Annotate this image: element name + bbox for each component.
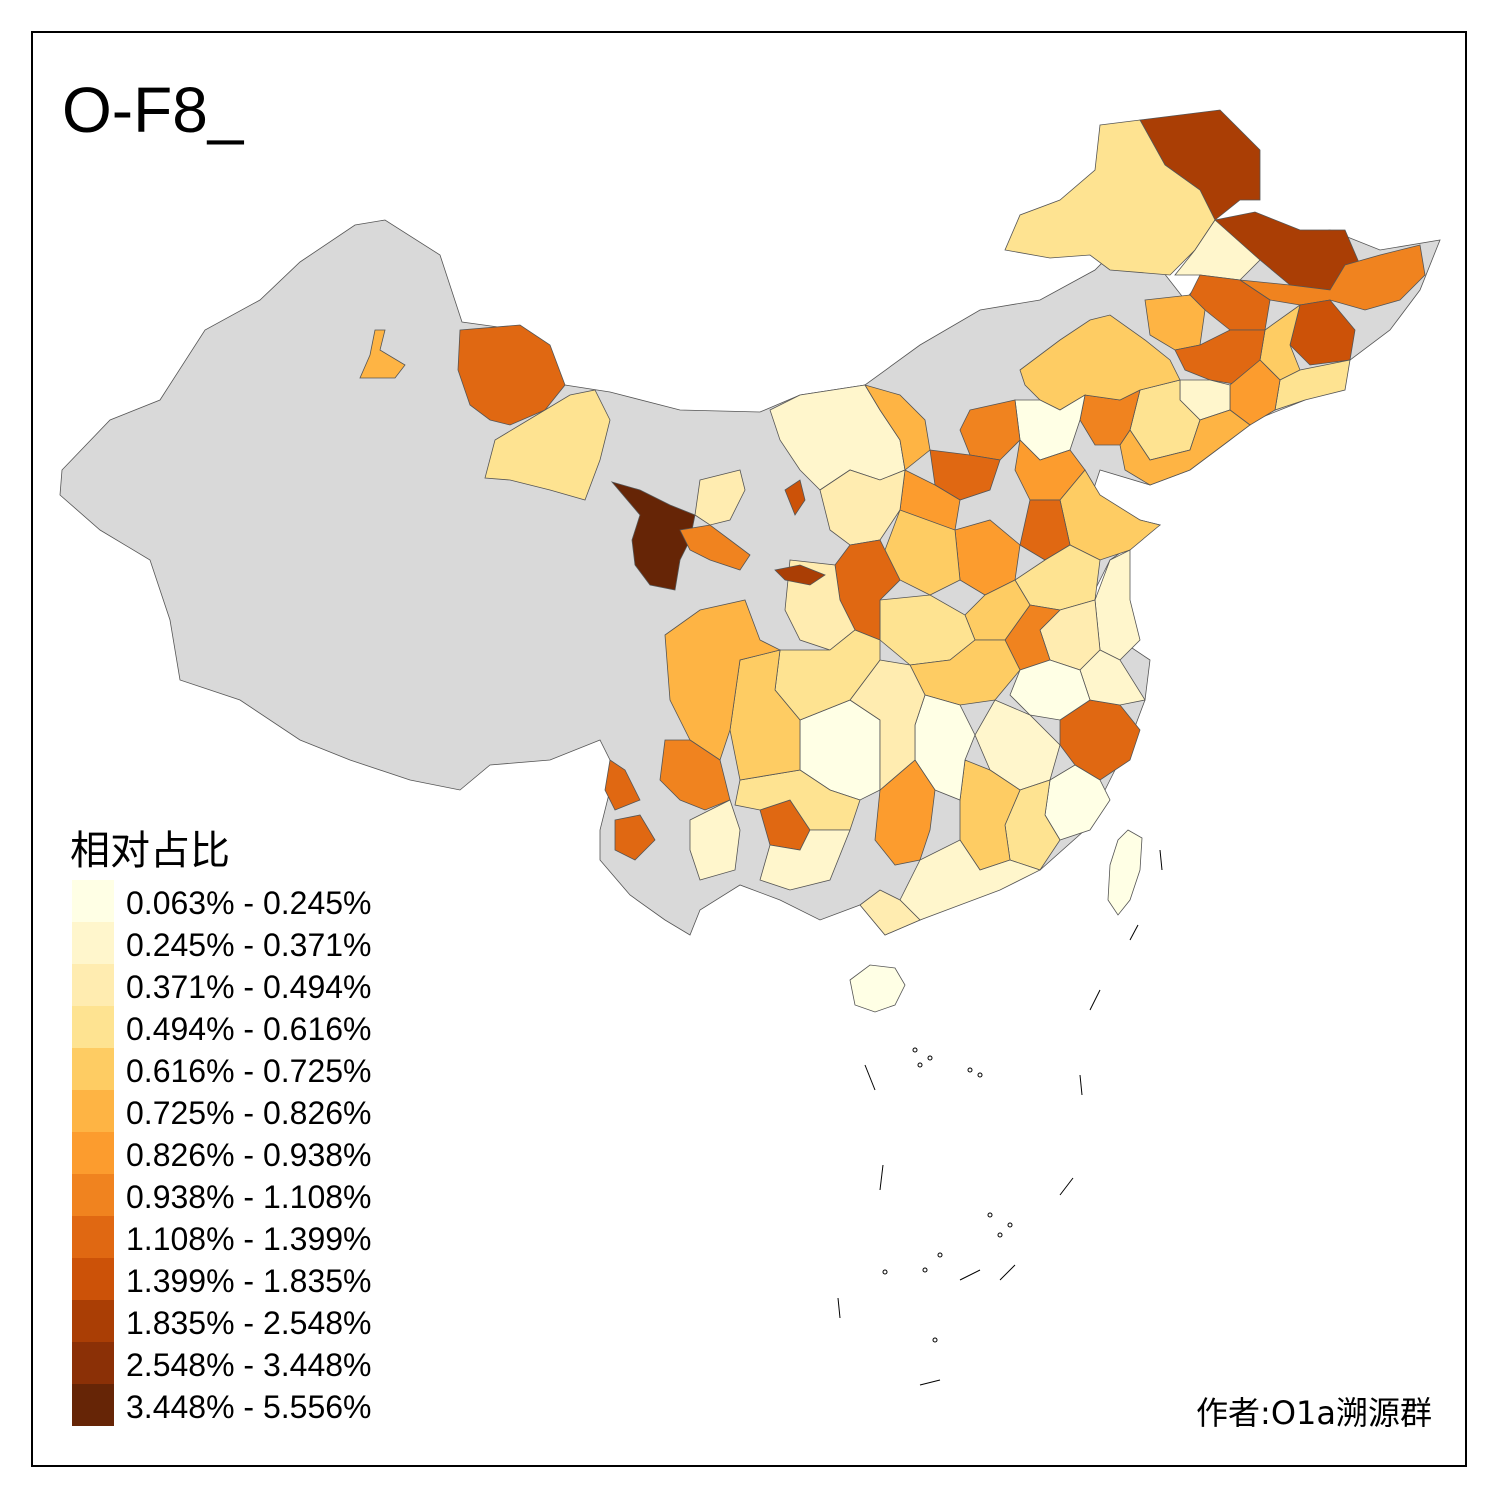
region-guangxi-3 <box>759 829 851 891</box>
legend-swatch <box>72 1090 114 1132</box>
legend-label: 3.448% - 5.556% <box>126 1389 372 1425</box>
legend-swatch <box>72 1048 114 1090</box>
region-sichuan-1 <box>729 649 801 781</box>
legend-title: 相对占比 <box>70 828 230 874</box>
region-qinghai-2 <box>679 524 751 571</box>
legend-swatch <box>72 1132 114 1174</box>
region-altay <box>457 324 566 426</box>
region-yunnan-3 <box>614 814 656 861</box>
legend-swatch <box>72 1216 114 1258</box>
legend-label: 1.835% - 2.548% <box>126 1305 372 1341</box>
legend-swatch <box>72 880 114 922</box>
region-gansu-1 <box>694 469 746 526</box>
region-yunnan-2 <box>604 759 641 811</box>
legend-label: 0.245% - 0.371% <box>126 927 372 963</box>
region-yunnan-1 <box>659 739 731 811</box>
map-title: O-F8_ <box>62 74 244 146</box>
legend-swatch <box>72 1300 114 1342</box>
legend-label: 1.108% - 1.399% <box>126 1221 372 1257</box>
legend-label: 0.063% - 0.245% <box>126 885 372 921</box>
legend-label: 0.725% - 0.826% <box>126 1095 372 1131</box>
legend-swatch <box>72 964 114 1006</box>
legend-label: 0.371% - 0.494% <box>126 969 372 1005</box>
south-china-sea-islands <box>837 849 1163 1386</box>
author-credit: 作者:O1a溯源群 <box>1196 1394 1432 1432</box>
region-nm-w2 <box>864 384 931 471</box>
region-ningxia <box>784 479 806 516</box>
region-hulunbuir <box>1004 119 1216 276</box>
map-frame <box>31 31 1467 1467</box>
region-taiwan <box>1107 829 1143 916</box>
legend-label: 0.826% - 0.938% <box>126 1137 372 1173</box>
legend-label: 1.399% - 1.835% <box>126 1263 372 1299</box>
region-karamay <box>359 329 406 379</box>
legend-swatch <box>72 1258 114 1300</box>
legend-label: 0.938% - 1.108% <box>126 1179 372 1215</box>
region-changji <box>484 389 611 501</box>
region-sichuan-west <box>664 599 782 761</box>
legend-label: 0.616% - 0.725% <box>126 1053 372 1089</box>
region-liaoning <box>1119 409 1251 486</box>
region-hainan <box>849 964 906 1013</box>
region-guangxi-2 <box>849 659 926 791</box>
region-gansu-2 <box>774 564 826 586</box>
region-jiangxi-1 <box>1009 659 1091 721</box>
region-yunnan-4 <box>689 799 741 881</box>
legend-swatch <box>72 1342 114 1384</box>
region-qinghai-dark <box>610 481 696 591</box>
region-hunan-3 <box>874 759 936 866</box>
region-guangdong-2 <box>859 889 921 936</box>
legend-swatch <box>72 1006 114 1048</box>
legend-swatch <box>72 1384 114 1426</box>
legend-swatch <box>72 922 114 964</box>
legend-label: 2.548% - 3.448% <box>126 1347 372 1383</box>
legend-swatch <box>72 1174 114 1216</box>
legend-label: 0.494% - 0.616% <box>126 1011 372 1047</box>
